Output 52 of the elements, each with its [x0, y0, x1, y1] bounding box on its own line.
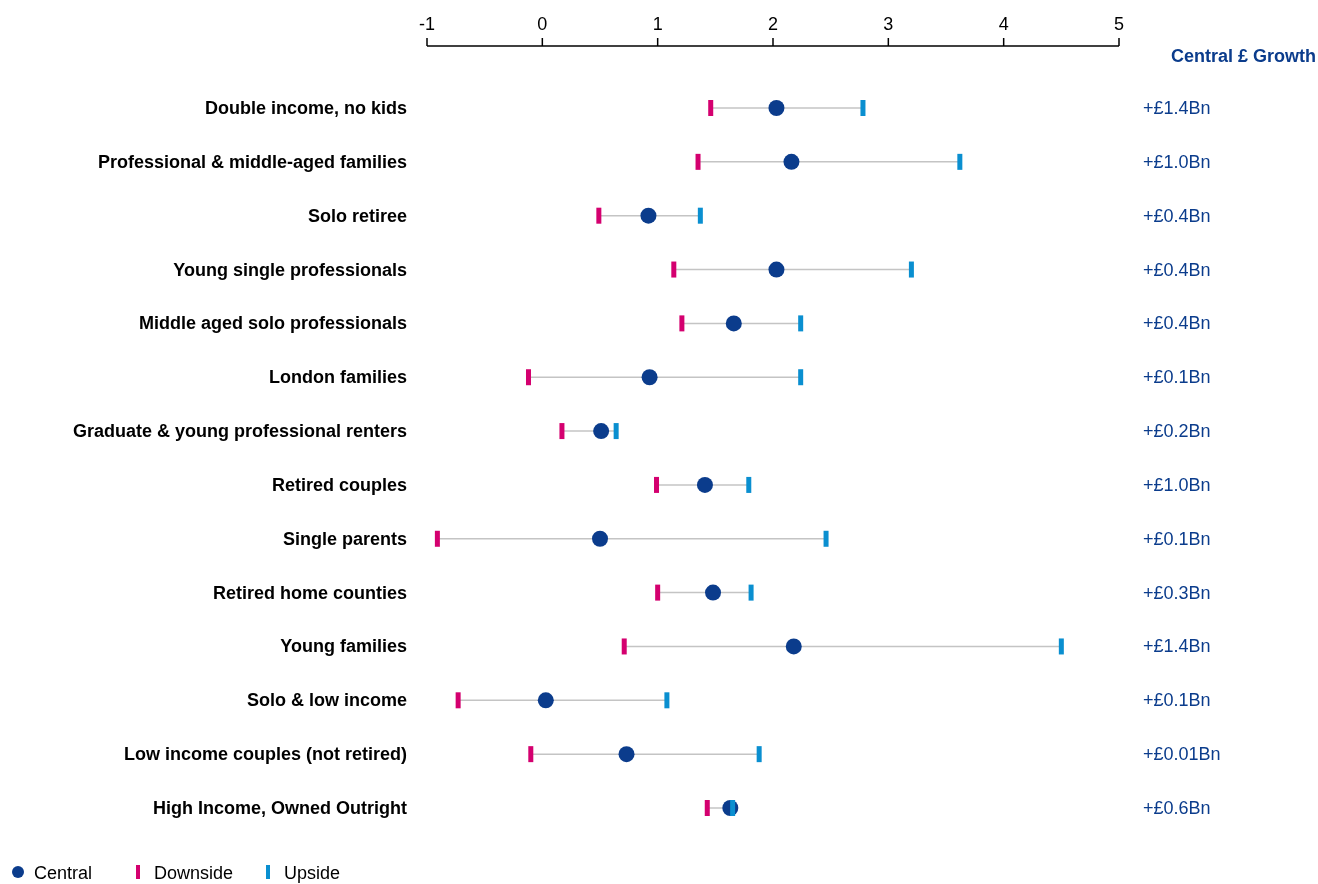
y-tick-label: Solo retiree — [307, 205, 407, 226]
y-tick-label: Low income couples (not retired) — [123, 744, 407, 765]
y2-tick-label: +£0.4Bn — [1143, 259, 1211, 280]
x-tick-label: 3 — [883, 14, 894, 34]
x-tick-label: -1 — [418, 14, 436, 34]
y-tick-label: London families — [268, 367, 407, 388]
point — [696, 476, 713, 493]
point — [537, 692, 554, 709]
point — [783, 153, 800, 170]
y2-tick-label: +£0.1Bn — [1143, 367, 1211, 388]
y2-tick-label: +£0.2Bn — [1143, 421, 1211, 442]
point — [725, 315, 742, 332]
y2-tick-label: +£1.4Bn — [1143, 636, 1211, 657]
y-tick-label: Retired home counties — [212, 582, 407, 603]
y-tick-label: High Income, Owned Outright — [153, 798, 407, 818]
point — [640, 207, 657, 224]
legend-label: Downside — [154, 863, 234, 883]
x-tick-label: 5 — [1113, 14, 1125, 34]
y-tick-label: Young single professionals — [173, 259, 407, 280]
point — [785, 638, 802, 655]
x-tick-label: 1 — [652, 14, 663, 34]
y2-tick-label: +£0.6Bn — [1143, 798, 1211, 818]
y2-tick-label: +£0.4Bn — [1143, 313, 1211, 334]
y2-tick-label: +£0.01Bn — [1143, 744, 1221, 765]
y-tick-label: Solo & low income — [246, 690, 407, 711]
point — [768, 100, 785, 116]
y-tick-label: Young families — [280, 636, 407, 657]
point — [641, 369, 658, 386]
y-tick-label: Retired couples — [271, 474, 407, 495]
y2-tick-label: +£0.1Bn — [1143, 528, 1211, 549]
legend-label: Upside — [284, 863, 341, 883]
point — [705, 584, 722, 601]
y2-tick-label: +£0.3Bn — [1143, 582, 1211, 603]
y-tick-label: Double income, no kids — [204, 98, 407, 118]
x-tick-label: 2 — [767, 14, 779, 34]
y-tick-label: Middle aged solo professionals — [138, 313, 407, 334]
y2-tick-label: +£0.4Bn — [1143, 205, 1211, 226]
y2-tick-label: +£0.1Bn — [1143, 690, 1211, 711]
x-tick-label: 0 — [537, 14, 548, 34]
y2-tick-label: +£1.0Bn — [1143, 474, 1211, 495]
point — [593, 423, 610, 440]
y-tick-label: Single parents — [282, 528, 407, 549]
point — [768, 261, 785, 278]
y-tick-label: Professional & middle-aged families — [97, 151, 407, 172]
legend-label: Central — [34, 863, 93, 883]
y2-axis-title: Central £ Growth — [1170, 46, 1316, 66]
y-tick-label: Graduate & young professional renters — [72, 421, 407, 442]
y2-tick-label: +£1.0Bn — [1143, 151, 1211, 172]
point — [618, 746, 635, 763]
point — [592, 530, 608, 547]
x-tick-label: 4 — [998, 14, 1009, 34]
y2-tick-label: +£1.4Bn — [1143, 98, 1211, 118]
